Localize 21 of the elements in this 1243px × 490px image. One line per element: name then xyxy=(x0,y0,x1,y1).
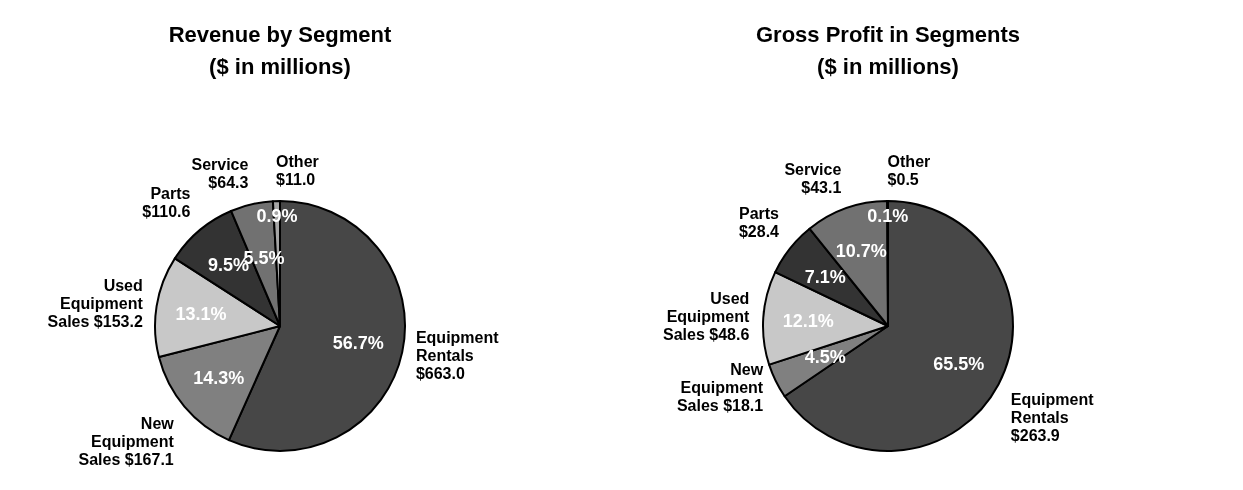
slice-label: Parts $110.6 xyxy=(142,185,191,221)
slice-label: Used Equipment Sales $153.2 xyxy=(47,277,144,331)
data-label: 0.1% xyxy=(867,206,909,227)
data-label: 14.3% xyxy=(193,367,245,388)
slice-label: Equipment Rentals $263.9 xyxy=(1010,390,1095,444)
slice-label: Used Equipment Sales $48.6 xyxy=(663,290,750,344)
slice-label: New Equipment Sales $167.1 xyxy=(78,415,175,469)
slice-label: Service $43.1 xyxy=(784,160,842,196)
slice-label: Equipment Rentals $663.0 xyxy=(415,328,500,382)
data-label: 56.7% xyxy=(332,333,384,354)
data-label: 10.7% xyxy=(835,240,887,261)
slice-label: Other $11.0 xyxy=(276,152,319,188)
slice-label: Parts $28.4 xyxy=(738,205,780,241)
slice-label: Other $0.5 xyxy=(887,152,931,188)
data-label: 0.9% xyxy=(256,206,298,227)
slice-label: New Equipment Sales $18.1 xyxy=(676,360,764,414)
chart-title: Revenue by Segment ($ in millions) xyxy=(168,22,392,79)
data-label: 7.1% xyxy=(804,266,846,287)
chart-title: Gross Profit in Segments ($ in millions) xyxy=(755,22,1021,79)
slice-label: Service $64.3 xyxy=(191,156,249,192)
data-label: 65.5% xyxy=(933,353,985,374)
